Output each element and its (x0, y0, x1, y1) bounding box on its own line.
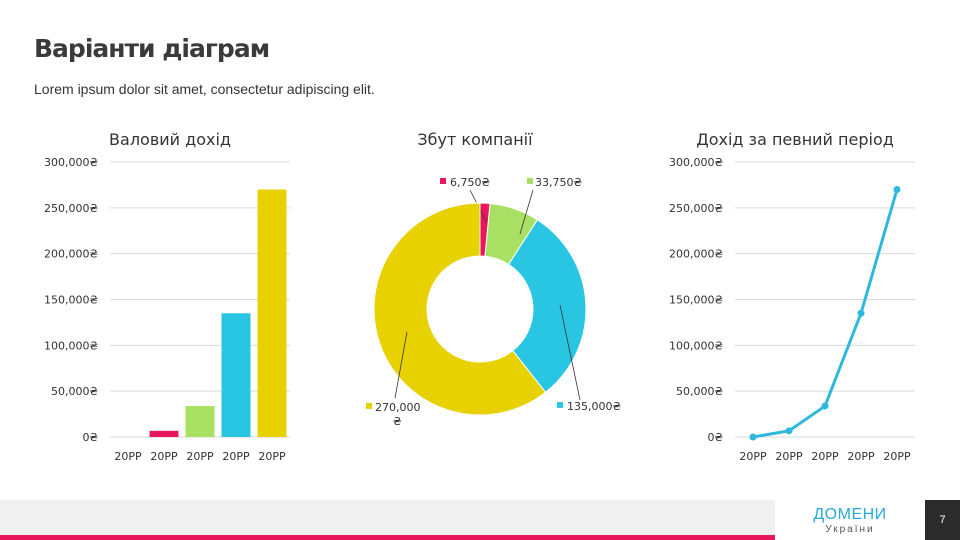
bar-ytick-label: 100,000₴ (44, 339, 98, 352)
footer-accent-line (0, 535, 925, 540)
page-number-box: 7 (925, 500, 960, 540)
bar-chart-title: Валовий дохід (109, 130, 231, 149)
line-ytick-label: 50,000₴ (676, 385, 723, 398)
logo-main-text: ДОМЕНИ (813, 506, 887, 523)
donut-data-label: 33,750₴ (535, 176, 582, 189)
bar-ytick-label: 250,000₴ (44, 202, 98, 215)
line-ytick-label: 150,000₴ (669, 294, 723, 307)
logo: ДОМЕНИ України (775, 500, 925, 540)
line-xtick-label: 20PP (883, 450, 911, 463)
line-point-3 (821, 402, 829, 410)
line-chart-title: Дохід за певний період (696, 130, 894, 149)
bar-3 (185, 406, 215, 437)
line-series (752, 189, 899, 439)
page-number: 7 (939, 514, 946, 526)
bar-ytick-label: 150,000₴ (44, 294, 98, 307)
line-point-4 (857, 309, 865, 317)
line-point-5 (893, 186, 901, 193)
donut-chart-title: Збут компанії (417, 130, 533, 149)
donut-data-label: 270,000 ₴ (375, 401, 421, 428)
line-ytick-label: 200,000₴ (669, 248, 723, 261)
bar-4 (221, 313, 251, 437)
donut-leader-line (519, 189, 534, 235)
donut-legend-swatch (440, 178, 446, 184)
bar-ytick-label: 0₴ (82, 431, 98, 444)
line-point-2 (785, 427, 793, 435)
donut-leader-line (559, 304, 581, 401)
donut-slice-3 (507, 219, 587, 394)
donut-chart: 6,750₴ 33,750₴ 135,000₴ 270,000 ₴ (366, 176, 621, 428)
line-chart: 0₴ 50,000₴ 100,000₴ 150,000₴ 200,000₴ 250,000… (669, 156, 915, 463)
line-ytick-label: 0₴ (707, 431, 723, 444)
donut-data-label: 135,000₴ (567, 400, 621, 413)
bar-ytick-label: 200,000₴ (44, 248, 98, 261)
bar-ytick-label: 50,000₴ (51, 385, 98, 398)
donut-slice-4 (373, 202, 547, 416)
bar-5 (257, 189, 287, 437)
donut-legend-swatch (557, 402, 563, 408)
line-ytick-label: 100,000₴ (669, 339, 723, 352)
line-xtick-label: 20PP (811, 450, 839, 463)
line-xtick-label: 20PP (775, 450, 803, 463)
bar-xtick-label: 20PP (186, 450, 214, 463)
bar-xtick-label: 20PP (150, 450, 178, 463)
bar-chart: 0₴ 50,000₴ 100,000₴ 150,000₴ 200,000₴ 250,000… (44, 156, 290, 463)
donut-leader-line (394, 331, 408, 399)
line-xtick-label: 20PP (847, 450, 875, 463)
bar-xtick-label: 20PP (114, 450, 142, 463)
bar-xtick-label: 20PP (222, 450, 250, 463)
bar-2 (149, 430, 179, 437)
bar-ytick-label: 300,000₴ (44, 156, 98, 169)
charts-canvas: Валовий дохід Збут компанії Дохід за пев… (44, 130, 915, 463)
donut-legend-swatch (527, 178, 533, 184)
donut-legend-swatch (366, 403, 372, 409)
line-xtick-label: 20PP (739, 450, 767, 463)
slide-title: Варіанти діаграм (34, 34, 270, 63)
line-ytick-label: 250,000₴ (669, 202, 723, 215)
bar-xtick-label: 20PP (258, 450, 286, 463)
line-point-1 (749, 433, 757, 441)
donut-data-label: 6,750₴ (450, 176, 490, 189)
line-ytick-label: 300,000₴ (669, 156, 723, 169)
logo-sub-text: України (825, 524, 875, 535)
slide-subtitle: Lorem ipsum dolor sit amet, consectetur … (34, 81, 375, 97)
